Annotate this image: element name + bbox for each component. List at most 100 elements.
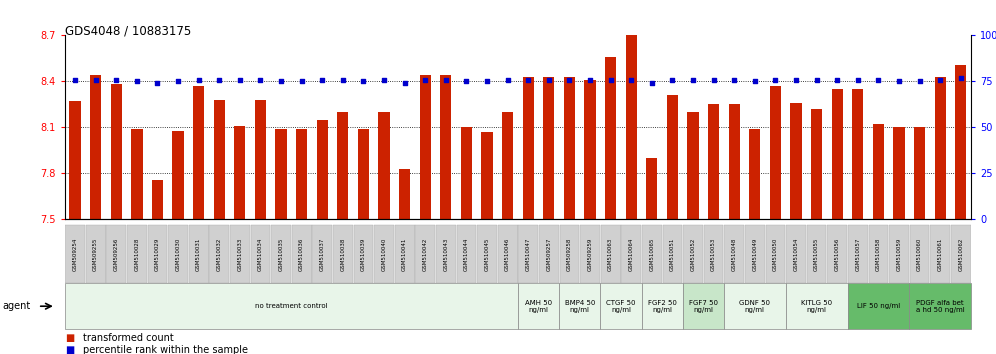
Bar: [770, 86, 781, 219]
Bar: [625, 35, 636, 219]
FancyBboxPatch shape: [271, 224, 291, 283]
Bar: [275, 129, 287, 219]
Point: [417, 77, 433, 82]
FancyBboxPatch shape: [869, 224, 888, 283]
FancyBboxPatch shape: [641, 283, 682, 329]
Text: GSM510040: GSM510040: [381, 237, 386, 270]
FancyBboxPatch shape: [951, 224, 971, 283]
Point: [500, 77, 516, 82]
FancyBboxPatch shape: [848, 224, 868, 283]
FancyBboxPatch shape: [65, 224, 85, 283]
Point: [190, 77, 206, 82]
Point: [891, 79, 907, 84]
Text: GSM510056: GSM510056: [835, 237, 840, 270]
Text: GSM510062: GSM510062: [958, 237, 963, 270]
Point: [726, 77, 742, 82]
Text: GSM509254: GSM509254: [73, 237, 78, 270]
Text: GSM510036: GSM510036: [299, 237, 304, 270]
Text: GSM510059: GSM510059: [896, 237, 901, 270]
FancyBboxPatch shape: [333, 224, 353, 283]
FancyBboxPatch shape: [209, 224, 229, 283]
Text: GSM510049: GSM510049: [752, 237, 757, 270]
Text: GSM510031: GSM510031: [196, 237, 201, 270]
Point: [685, 77, 701, 82]
Point: [170, 79, 186, 84]
FancyBboxPatch shape: [374, 224, 393, 283]
FancyBboxPatch shape: [828, 224, 847, 283]
Bar: [255, 100, 266, 219]
Bar: [213, 100, 225, 219]
Bar: [70, 101, 81, 219]
Bar: [440, 75, 451, 219]
FancyBboxPatch shape: [724, 283, 786, 329]
Text: no treatment control: no treatment control: [255, 303, 328, 309]
FancyBboxPatch shape: [498, 224, 518, 283]
Text: GDNF 50
ng/ml: GDNF 50 ng/ml: [739, 300, 770, 313]
Text: GSM510065: GSM510065: [649, 237, 654, 270]
FancyBboxPatch shape: [354, 224, 374, 283]
FancyBboxPatch shape: [86, 224, 106, 283]
Text: GSM510057: GSM510057: [856, 237, 861, 270]
Point: [603, 77, 619, 82]
FancyBboxPatch shape: [930, 224, 950, 283]
Text: GSM510035: GSM510035: [279, 237, 284, 270]
FancyBboxPatch shape: [909, 283, 971, 329]
FancyBboxPatch shape: [622, 224, 641, 283]
Text: GSM510028: GSM510028: [134, 237, 139, 270]
Bar: [666, 95, 678, 219]
Point: [747, 79, 763, 84]
Point: [871, 77, 886, 82]
FancyBboxPatch shape: [560, 224, 580, 283]
FancyBboxPatch shape: [642, 224, 661, 283]
FancyBboxPatch shape: [601, 283, 641, 329]
FancyBboxPatch shape: [518, 283, 559, 329]
FancyBboxPatch shape: [683, 224, 703, 283]
Text: GSM510030: GSM510030: [175, 237, 180, 270]
Point: [911, 79, 927, 84]
Text: GSM509255: GSM509255: [94, 237, 99, 270]
FancyBboxPatch shape: [394, 224, 414, 283]
FancyBboxPatch shape: [580, 224, 600, 283]
Bar: [523, 77, 534, 219]
Bar: [172, 131, 183, 219]
Point: [109, 77, 124, 82]
Text: GSM510045: GSM510045: [484, 237, 489, 270]
Point: [396, 80, 412, 86]
Bar: [461, 127, 472, 219]
Point: [520, 77, 536, 82]
Point: [211, 77, 227, 82]
Point: [664, 77, 680, 82]
Bar: [791, 103, 802, 219]
Text: GSM510055: GSM510055: [814, 237, 819, 270]
Text: FGF7 50
ng/ml: FGF7 50 ng/ml: [689, 300, 718, 313]
FancyBboxPatch shape: [168, 224, 188, 283]
Bar: [502, 112, 513, 219]
Text: GSM510041: GSM510041: [402, 237, 407, 270]
Bar: [358, 129, 370, 219]
Text: GSM509256: GSM509256: [114, 237, 119, 270]
Point: [315, 77, 331, 82]
FancyBboxPatch shape: [456, 224, 476, 283]
Text: GSM510039: GSM510039: [361, 237, 366, 270]
Bar: [234, 126, 245, 219]
Text: GSM510032: GSM510032: [217, 237, 222, 270]
Bar: [749, 129, 761, 219]
Text: GSM510058: GSM510058: [875, 237, 880, 270]
Text: GSM510050: GSM510050: [773, 237, 778, 270]
FancyBboxPatch shape: [745, 224, 765, 283]
Text: GSM510042: GSM510042: [422, 237, 427, 270]
FancyBboxPatch shape: [848, 283, 909, 329]
Text: GSM510029: GSM510029: [155, 237, 160, 270]
FancyBboxPatch shape: [477, 224, 497, 283]
Text: transformed count: transformed count: [83, 333, 173, 343]
Bar: [399, 169, 410, 219]
FancyBboxPatch shape: [126, 224, 146, 283]
Bar: [914, 127, 925, 219]
Bar: [687, 112, 698, 219]
Text: PDGF alfa bet
a hd 50 ng/ml: PDGF alfa bet a hd 50 ng/ml: [916, 300, 964, 313]
FancyBboxPatch shape: [786, 283, 848, 329]
FancyBboxPatch shape: [292, 224, 312, 283]
FancyBboxPatch shape: [230, 224, 250, 283]
Point: [850, 77, 866, 82]
Text: GSM510038: GSM510038: [341, 237, 346, 270]
